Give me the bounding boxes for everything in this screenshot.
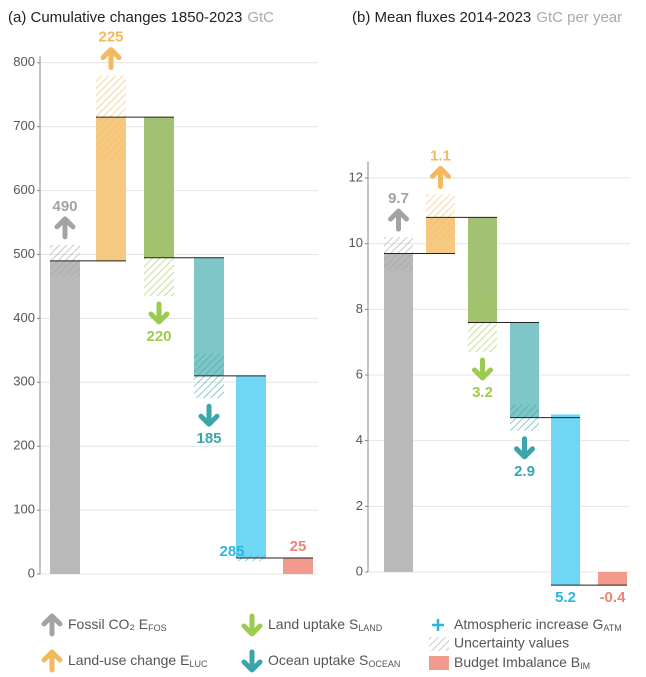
value-label: 3.2 — [472, 384, 493, 401]
legend-subscript: ATM — [603, 623, 621, 633]
legend-subscript: FOS — [148, 623, 167, 633]
bar — [384, 253, 413, 572]
legend-icon — [41, 649, 63, 673]
bar — [510, 322, 539, 418]
y-tick-label: 2 — [356, 498, 363, 513]
legend-subscript: LAND — [358, 623, 383, 633]
value-label: 5.2 — [555, 589, 576, 606]
legend-icon — [432, 619, 444, 631]
bar — [50, 260, 80, 574]
y-tick-label: 100 — [13, 502, 35, 517]
value-label: 185 — [196, 430, 221, 447]
flux-arrow — [198, 403, 220, 427]
legend-name: Atmospheric increase G — [454, 616, 603, 632]
y-tick-label: 6 — [356, 366, 363, 381]
legend-label: Ocean uptake SOCEAN — [268, 652, 400, 670]
flux-arrow — [54, 216, 76, 240]
legend-name: Land-use change E — [68, 652, 189, 668]
legend-label: Fossil CO₂ EFOS — [68, 616, 167, 634]
bar — [283, 558, 313, 574]
value-label: 25 — [290, 538, 307, 555]
legend-label: Land-use change ELUC — [68, 652, 208, 670]
y-tick-label: 200 — [13, 438, 35, 453]
flux-arrow — [148, 301, 170, 325]
legend-name: Ocean uptake S — [268, 652, 368, 668]
y-tick-label: 500 — [13, 246, 35, 261]
flux-arrow — [388, 208, 409, 232]
flux-arrow — [514, 436, 535, 460]
flux-arrow — [100, 47, 122, 71]
y-tick-label: 0 — [28, 565, 35, 580]
legend-icon — [429, 656, 449, 670]
y-tick-label: 400 — [13, 310, 35, 325]
legend-icon — [429, 637, 449, 651]
legend-name: Land uptake S — [268, 616, 358, 632]
y-tick-label: 600 — [13, 182, 35, 197]
value-label: 9.7 — [388, 190, 409, 207]
y-tick-label: 300 — [13, 374, 35, 389]
title-unit: GtC — [247, 9, 274, 26]
legend-icon — [241, 649, 263, 673]
legend-label: Budget Imbalance BIM — [454, 654, 590, 672]
legend-label: Atmospheric increase GATM — [454, 616, 622, 634]
title-unit: GtC per year — [536, 9, 622, 26]
y-tick-label: 800 — [13, 54, 35, 69]
title-text: (a) Cumulative changes 1850-2023 — [8, 9, 242, 26]
value-label: 2.9 — [514, 463, 535, 480]
legend-name: Fossil CO₂ E — [68, 616, 148, 632]
title-text: (b) Mean fluxes 2014-2023 — [352, 9, 531, 26]
legend-subscript: OCEAN — [368, 659, 400, 669]
bar — [236, 375, 266, 559]
y-tick-label: 8 — [356, 301, 363, 316]
flux-arrow — [430, 165, 451, 189]
value-label: 490 — [52, 198, 77, 215]
bar — [551, 414, 580, 586]
y-tick-label: 700 — [13, 118, 35, 133]
value-label: 1.1 — [430, 147, 451, 164]
legend-label: Uncertainty values — [454, 635, 569, 651]
legend-subscript: IM — [580, 661, 590, 671]
y-tick-label: 10 — [349, 235, 363, 250]
legend-icon — [241, 613, 263, 637]
chart-title: (b) Mean fluxes 2014-2023 GtC per year — [352, 9, 622, 26]
flux-arrow — [472, 357, 493, 381]
y-tick-label: 4 — [356, 432, 363, 447]
bar — [598, 571, 627, 586]
value-label: 285 — [219, 543, 244, 560]
chart-title: (a) Cumulative changes 1850-2023 GtC — [8, 9, 274, 26]
y-tick-label: 12 — [349, 169, 363, 184]
legend-name: Budget Imbalance B — [454, 654, 580, 670]
legend-icon — [41, 613, 63, 637]
value-label: 220 — [146, 328, 171, 345]
value-label: -0.4 — [600, 589, 627, 606]
legend-subscript: LUC — [189, 659, 208, 669]
y-tick-label: 0 — [356, 563, 363, 578]
value-label: 225 — [98, 29, 123, 46]
legend-label: Land uptake SLAND — [268, 616, 383, 634]
